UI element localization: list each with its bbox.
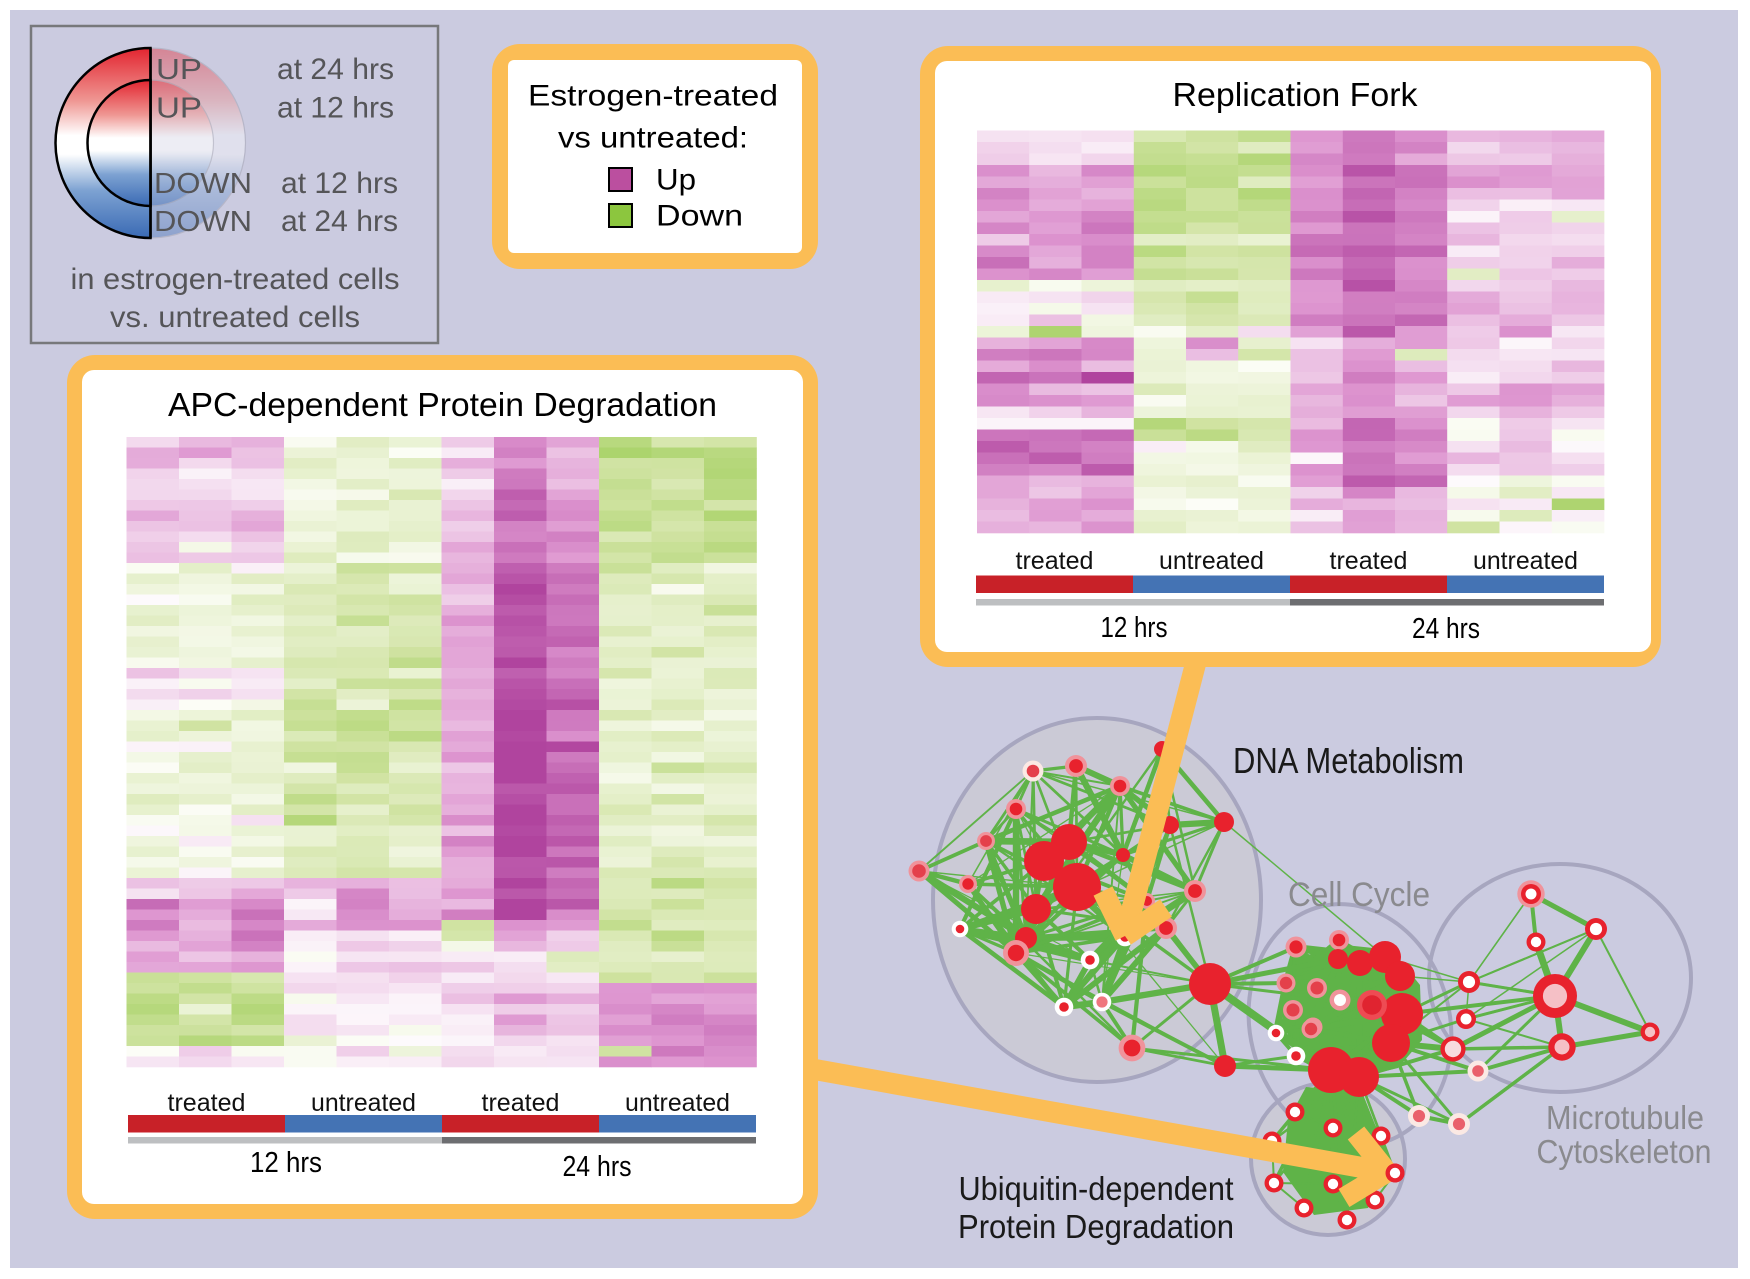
svg-text:Up: Up [656, 164, 696, 197]
svg-text:DNA Metabolism: DNA Metabolism [1233, 740, 1464, 781]
svg-text:vs untreated:: vs untreated: [558, 122, 748, 155]
svg-text:Cytoskeleton: Cytoskeleton [1537, 1133, 1712, 1170]
svg-text:in estrogen-treated cells: in estrogen-treated cells [71, 263, 400, 296]
svg-text:untreated: untreated [1159, 547, 1264, 575]
svg-text:treated: treated [482, 1089, 560, 1117]
svg-text:at 12 hrs: at 12 hrs [281, 167, 398, 200]
svg-text:Cell Cycle: Cell Cycle [1288, 876, 1430, 914]
svg-text:Estrogen-treated: Estrogen-treated [528, 80, 778, 113]
svg-text:24 hrs: 24 hrs [1412, 613, 1480, 645]
svg-text:Ubiquitin-dependent: Ubiquitin-dependent [959, 1170, 1234, 1207]
svg-text:at 12 hrs: at 12 hrs [277, 92, 394, 125]
svg-text:Microtubule: Microtubule [1546, 1099, 1704, 1136]
svg-text:Protein Degradation: Protein Degradation [958, 1208, 1234, 1245]
svg-text:untreated: untreated [1473, 547, 1578, 575]
svg-text:at 24 hrs: at 24 hrs [277, 53, 394, 86]
svg-text:12 hrs: 12 hrs [1101, 612, 1168, 644]
svg-text:24 hrs: 24 hrs [563, 1151, 632, 1183]
svg-text:Down: Down [656, 200, 743, 233]
svg-text:treated: treated [1016, 547, 1094, 575]
svg-text:vs. untreated cells: vs. untreated cells [110, 301, 360, 334]
svg-text:12 hrs: 12 hrs [250, 1147, 322, 1179]
svg-text:treated: treated [1330, 547, 1408, 575]
svg-text:UP: UP [156, 54, 202, 86]
svg-text:APC-dependent Protein Degradat: APC-dependent Protein Degradation [168, 386, 717, 423]
svg-text:DOWN: DOWN [154, 168, 252, 200]
svg-text:untreated: untreated [625, 1089, 730, 1117]
svg-text:untreated: untreated [311, 1089, 416, 1117]
svg-text:Replication Fork: Replication Fork [1173, 76, 1419, 113]
svg-text:at 24 hrs: at 24 hrs [281, 205, 398, 238]
svg-text:UP: UP [156, 93, 202, 125]
svg-text:treated: treated [168, 1089, 246, 1117]
svg-text:DOWN: DOWN [154, 206, 252, 238]
